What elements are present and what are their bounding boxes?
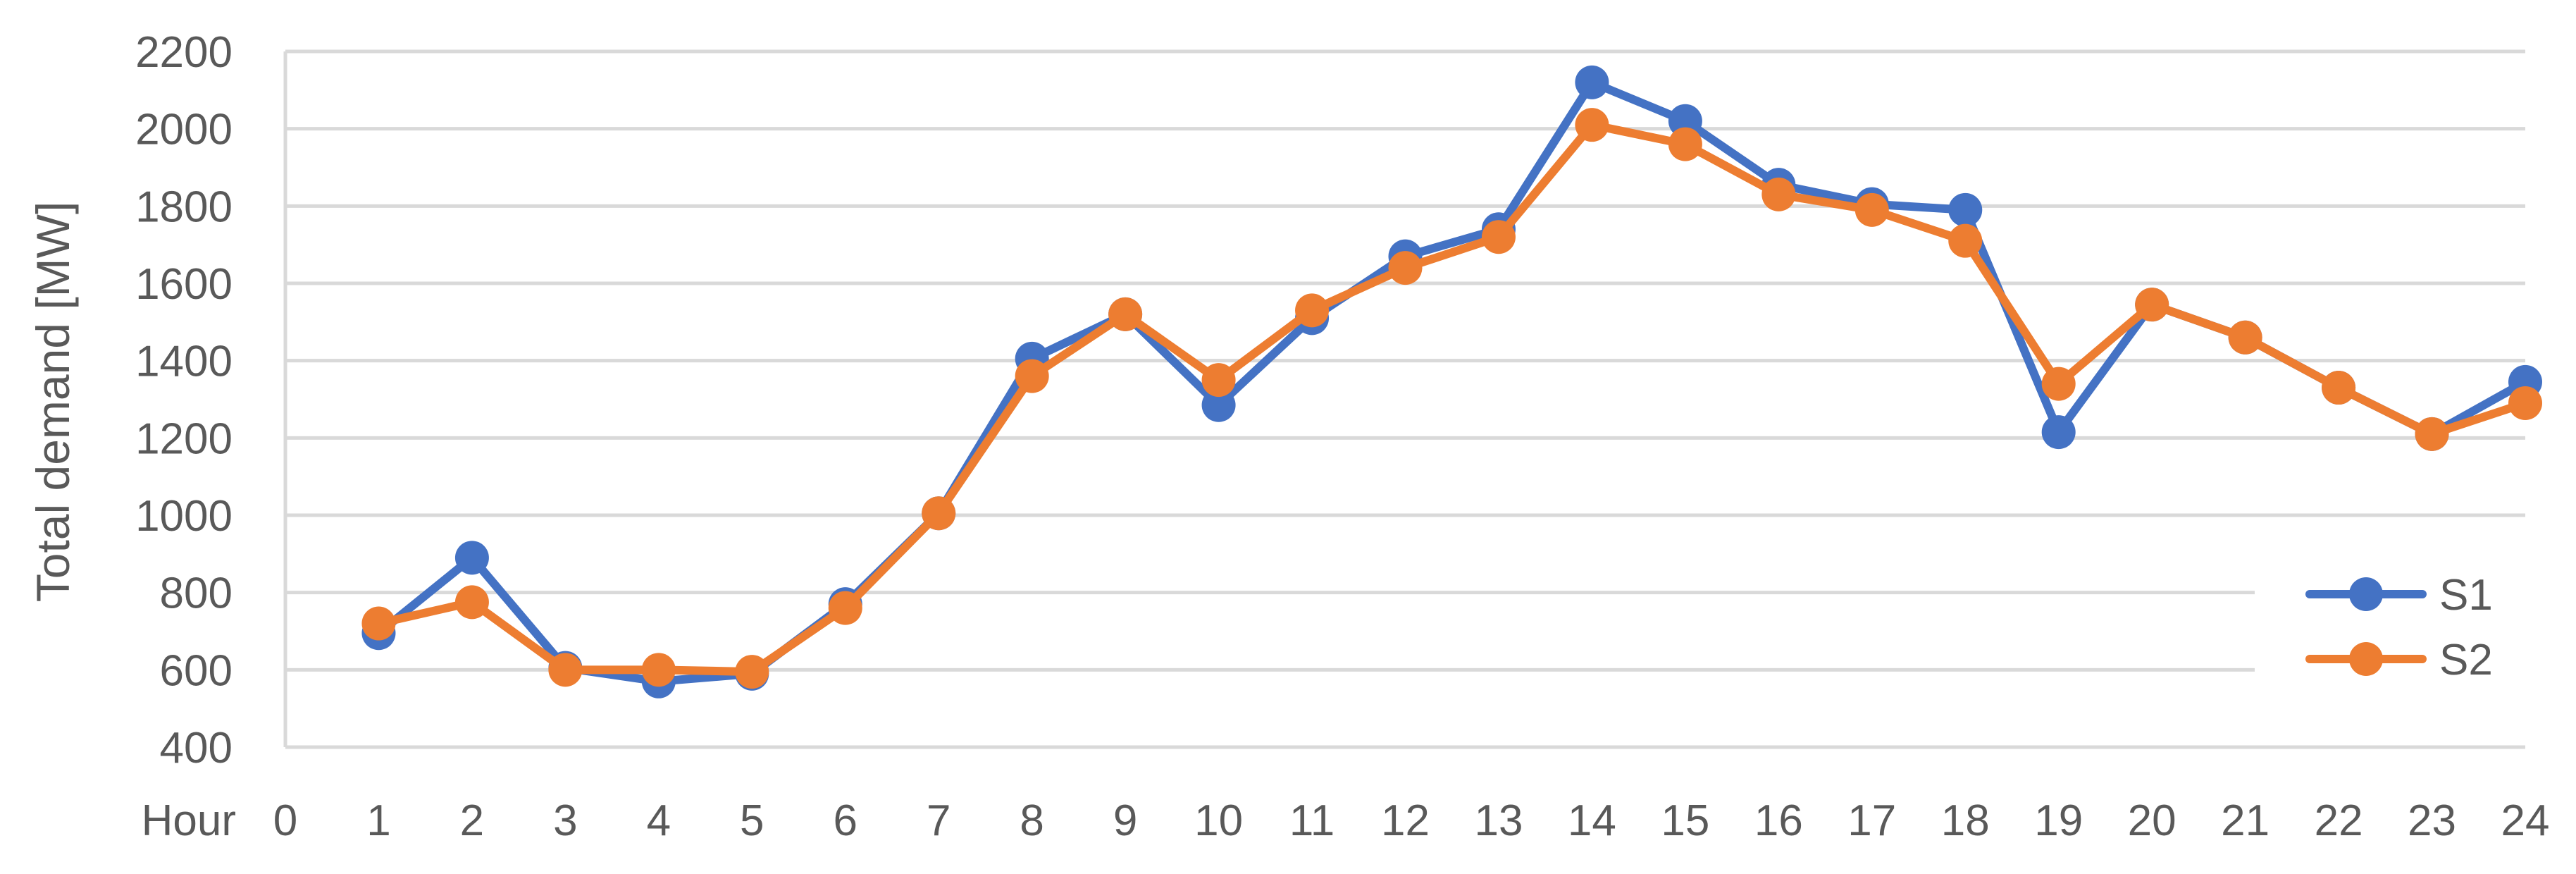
x-tick-label: 12 [1381, 796, 1430, 845]
data-point [1575, 65, 1609, 99]
data-point [1948, 192, 1983, 227]
data-point [922, 496, 956, 531]
x-axis-title: Hour [142, 796, 236, 845]
y-tick-label: 1600 [135, 260, 233, 309]
y-tick-label: 1800 [135, 183, 233, 231]
data-point [1201, 388, 1236, 422]
plot-series [361, 65, 2542, 698]
data-point [454, 585, 489, 620]
data-point [2135, 288, 2169, 322]
x-tick-label: 19 [2034, 796, 2083, 845]
x-tick-label: 18 [1941, 796, 1990, 845]
x-tick-label: 20 [2128, 796, 2176, 845]
data-point [1575, 108, 1609, 142]
data-point [2508, 386, 2542, 420]
x-tick-label: 8 [1020, 796, 1044, 845]
y-tick-label: 400 [160, 724, 233, 773]
x-tick-label: 21 [2221, 796, 2270, 845]
x-tick-label: 0 [273, 796, 297, 845]
legend-item-S2: S2 [2305, 636, 2493, 684]
x-tick-label: 14 [1568, 796, 1616, 845]
data-point [1015, 359, 1049, 393]
x-tick-label: 3 [553, 796, 577, 845]
gridlines [285, 49, 2525, 672]
x-tick-label: 6 [834, 796, 857, 845]
data-point [1761, 177, 1796, 211]
data-point [1388, 251, 1423, 285]
y-tick-label: 1200 [135, 414, 233, 463]
x-tick-label: 1 [366, 796, 390, 845]
x-tick-label: 7 [927, 796, 950, 845]
legend-swatch-marker [2349, 642, 2383, 676]
legend-label: S1 [2439, 571, 2493, 620]
data-point [548, 653, 583, 687]
x-tick-label: 10 [1194, 796, 1243, 845]
data-point [1295, 293, 1330, 328]
x-tick-label: 16 [1754, 796, 1803, 845]
legend-swatch-marker [2349, 577, 2383, 611]
x-tick-label: 22 [2315, 796, 2363, 845]
data-point [828, 591, 862, 625]
data-point [2041, 367, 2076, 401]
data-point [1108, 297, 1143, 331]
data-point [361, 606, 396, 641]
x-tick-label: 23 [2408, 796, 2456, 845]
y-tick-label: 800 [160, 570, 233, 618]
legend-label: S2 [2439, 636, 2493, 684]
y-tick-label: 1000 [135, 492, 233, 541]
x-tick-label: 15 [1661, 796, 1709, 845]
y-tick-label: 2000 [135, 106, 233, 154]
data-point [641, 653, 676, 687]
y-tick-label: 600 [160, 646, 233, 695]
series-S2 [361, 108, 2542, 689]
data-point [1201, 363, 1236, 398]
data-point [1854, 192, 1889, 227]
legend-item-S1: S1 [2305, 571, 2493, 620]
data-point [454, 541, 489, 575]
x-tick-label: 9 [1113, 796, 1137, 845]
data-point [2041, 415, 2076, 450]
x-tick-label: 5 [740, 796, 764, 845]
y-tick-label: 1400 [135, 338, 233, 386]
y-axis-title: Total demand [MW] [27, 202, 79, 603]
x-tick-label: 11 [1289, 796, 1335, 845]
y-tick-label: 2200 [135, 28, 233, 77]
data-point [2415, 417, 2449, 451]
data-point [1481, 220, 1516, 254]
x-tick-label: 24 [2501, 796, 2550, 845]
data-point [735, 655, 769, 689]
x-tick-label: 13 [1474, 796, 1523, 845]
x-tick-label: 4 [647, 796, 671, 845]
series-S1 [361, 65, 2542, 698]
x-tick-label: 2 [460, 796, 484, 845]
data-point [2322, 371, 2356, 405]
data-point [1668, 127, 1702, 161]
x-tick-label: 17 [1847, 796, 1896, 845]
data-point [2228, 320, 2262, 355]
data-point [1948, 223, 1983, 258]
data-point [1668, 104, 1702, 138]
